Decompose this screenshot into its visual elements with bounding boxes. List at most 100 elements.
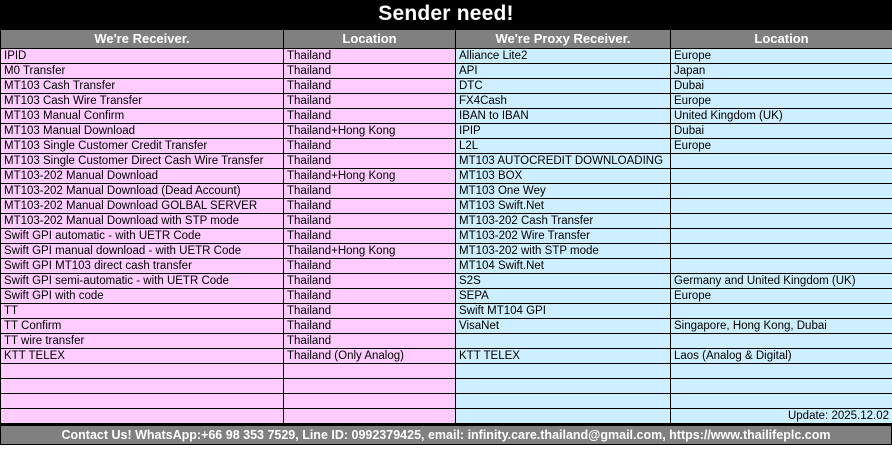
cell-proxy-receiver[interactable]: S2S [455,273,671,289]
cell-receiver-location[interactable]: Thailand (Only Analog) [283,348,456,364]
cell-proxy-location[interactable] [670,198,892,214]
cell-receiver-location[interactable]: Thailand+Hong Kong [283,123,456,139]
cell-proxy-receiver[interactable] [455,408,671,424]
cell-proxy-location[interactable] [670,393,892,409]
cell-proxy-receiver[interactable] [455,378,671,394]
cell-proxy-location[interactable] [670,243,892,259]
cell-proxy-receiver[interactable]: Alliance Lite2 [455,48,671,64]
cell-proxy-location[interactable]: United Kingdom (UK) [670,108,892,124]
cell-receiver-location[interactable]: Thailand [283,138,456,154]
cell-receiver-location[interactable] [283,378,456,394]
cell-proxy-receiver[interactable]: MT103-202 Cash Transfer [455,213,671,229]
cell-proxy-location[interactable] [670,303,892,319]
cell-receiver[interactable] [0,378,284,394]
cell-proxy-receiver[interactable]: MT103 AUTOCREDIT DOWNLOADING [455,153,671,169]
cell-proxy-receiver[interactable] [455,363,671,379]
cell-proxy-receiver[interactable]: SEPA [455,288,671,304]
cell-receiver[interactable]: MT103 Manual Download [0,123,284,139]
cell-receiver-location[interactable]: Thailand [283,183,456,199]
cell-receiver[interactable]: TT [0,303,284,319]
cell-proxy-location[interactable] [670,213,892,229]
cell-proxy-location[interactable] [670,378,892,394]
cell-receiver-location[interactable]: Thailand [283,198,456,214]
cell-proxy-receiver[interactable]: L2L [455,138,671,154]
table-row: TT Thailand Swift MT104 GPI [0,303,892,319]
cell-receiver[interactable] [0,393,284,409]
cell-proxy-location[interactable]: Dubai [670,123,892,139]
cell-proxy-location[interactable]: Laos (Analog & Digital) [670,348,892,364]
cell-receiver[interactable]: MT103-202 Manual Download [0,168,284,184]
cell-proxy-location[interactable]: Europe [670,48,892,64]
cell-receiver[interactable]: Swift GPI manual download - with UETR Co… [0,243,284,259]
cell-receiver[interactable]: MT103 Single Customer Direct Cash Wire T… [0,153,284,169]
cell-proxy-location[interactable] [670,258,892,274]
cell-receiver[interactable]: MT103-202 Manual Download with STP mode [0,213,284,229]
cell-receiver[interactable]: Swift GPI with code [0,288,284,304]
cell-proxy-receiver[interactable] [455,393,671,409]
cell-proxy-receiver[interactable]: MT103 BOX [455,168,671,184]
cell-receiver-location[interactable]: Thailand [283,228,456,244]
cell-proxy-location[interactable]: Europe [670,138,892,154]
cell-proxy-location[interactable] [670,153,892,169]
cell-receiver-location[interactable]: Thailand [283,93,456,109]
cell-receiver[interactable]: MT103-202 Manual Download GOLBAL SERVER [0,198,284,214]
cell-proxy-location[interactable]: Germany and United Kingdom (UK) [670,273,892,289]
cell-proxy-receiver[interactable]: MT103-202 with STP mode [455,243,671,259]
cell-receiver[interactable] [0,408,284,424]
cell-receiver[interactable]: Swift GPI semi-automatic - with UETR Cod… [0,273,284,289]
cell-receiver-location[interactable] [283,393,456,409]
cell-receiver[interactable]: KTT TELEX [0,348,284,364]
cell-receiver-location[interactable]: Thailand [283,78,456,94]
cell-receiver-location[interactable]: Thailand [283,48,456,64]
cell-proxy-receiver[interactable]: IBAN to IBAN [455,108,671,124]
cell-proxy-receiver[interactable]: MT104 Swift.Net [455,258,671,274]
cell-proxy-receiver[interactable]: Swift MT104 GPI [455,303,671,319]
cell-receiver[interactable]: MT103-202 Manual Download (Dead Account) [0,183,284,199]
cell-receiver-location[interactable]: Thailand [283,333,456,349]
cell-proxy-location[interactable] [670,228,892,244]
cell-proxy-receiver[interactable]: MT103 One Wey [455,183,671,199]
cell-receiver-location[interactable]: Thailand [283,153,456,169]
cell-receiver[interactable]: Swift GPI automatic - with UETR Code [0,228,284,244]
cell-proxy-receiver[interactable]: API [455,63,671,79]
cell-receiver-location[interactable]: Thailand [283,273,456,289]
cell-proxy-receiver[interactable]: MT103 Swift.Net [455,198,671,214]
cell-proxy-receiver[interactable]: VisaNet [455,318,671,334]
cell-proxy-location[interactable] [670,168,892,184]
cell-receiver-location[interactable]: Thailand [283,303,456,319]
cell-receiver-location[interactable] [283,363,456,379]
cell-receiver-location[interactable] [283,408,456,424]
cell-receiver-location[interactable]: Thailand [283,318,456,334]
cell-receiver[interactable]: IPID [0,48,284,64]
cell-receiver[interactable]: MT103 Manual Confirm [0,108,284,124]
cell-receiver-location[interactable]: Thailand [283,63,456,79]
cell-receiver[interactable]: MT103 Cash Wire Transfer [0,93,284,109]
cell-receiver[interactable]: MT103 Cash Transfer [0,78,284,94]
cell-proxy-location[interactable]: Japan [670,63,892,79]
cell-receiver-location[interactable]: Thailand [283,288,456,304]
cell-receiver-location[interactable]: Thailand+Hong Kong [283,243,456,259]
cell-proxy-location[interactable]: Europe [670,93,892,109]
cell-proxy-location[interactable]: Dubai [670,78,892,94]
cell-receiver[interactable]: M0 Transfer [0,63,284,79]
cell-receiver-location[interactable]: Thailand [283,258,456,274]
cell-proxy-receiver[interactable]: IPIP [455,123,671,139]
cell-proxy-location[interactable] [670,333,892,349]
cell-receiver[interactable]: TT Confirm [0,318,284,334]
cell-proxy-location[interactable] [670,183,892,199]
cell-receiver-location[interactable]: Thailand+Hong Kong [283,168,456,184]
cell-proxy-location[interactable] [670,363,892,379]
cell-proxy-location[interactable]: Europe [670,288,892,304]
cell-proxy-receiver[interactable]: MT103-202 Wire Transfer [455,228,671,244]
cell-receiver[interactable] [0,363,284,379]
cell-proxy-receiver[interactable]: KTT TELEX [455,348,671,364]
cell-receiver-location[interactable]: Thailand [283,213,456,229]
cell-receiver[interactable]: TT wire transfer [0,333,284,349]
cell-proxy-receiver[interactable]: DTC [455,78,671,94]
cell-receiver-location[interactable]: Thailand [283,108,456,124]
cell-receiver[interactable]: MT103 Single Customer Credit Transfer [0,138,284,154]
cell-proxy-receiver[interactable] [455,333,671,349]
cell-proxy-receiver[interactable]: FX4Cash [455,93,671,109]
cell-proxy-location[interactable]: Singapore, Hong Kong, Dubai [670,318,892,334]
cell-receiver[interactable]: Swift GPI MT103 direct cash transfer [0,258,284,274]
